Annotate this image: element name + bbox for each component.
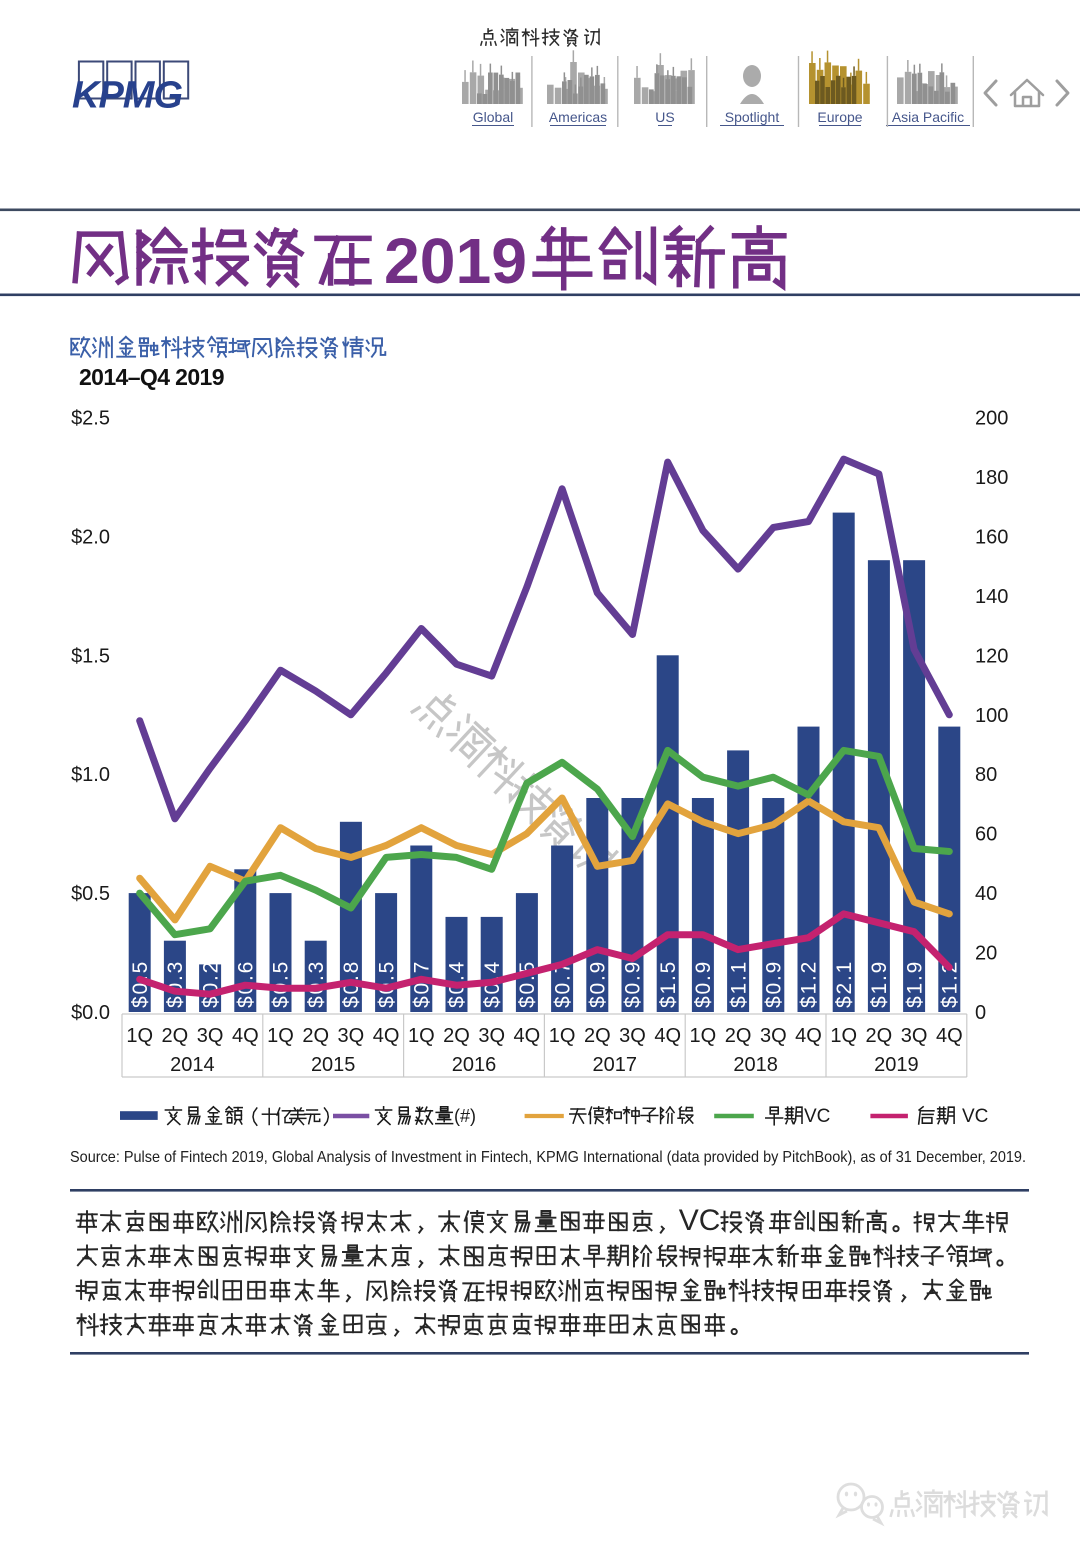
svg-text:4Q: 4Q [373, 1025, 400, 1047]
svg-text:40: 40 [975, 883, 997, 905]
svg-text:60: 60 [975, 824, 997, 846]
svg-text:2018: 2018 [733, 1054, 778, 1076]
svg-text:$2.5: $2.5 [71, 408, 110, 430]
svg-text:VC: VC [679, 1204, 721, 1237]
svg-text:4Q: 4Q [654, 1025, 681, 1047]
svg-text:3Q: 3Q [760, 1025, 787, 1047]
svg-text:$0.5: $0.5 [129, 960, 152, 1008]
svg-text:1Q: 1Q [549, 1025, 576, 1047]
svg-text:$0.9: $0.9 [622, 960, 645, 1008]
svg-text:140: 140 [975, 586, 1008, 608]
svg-text:KPMG: KPMG [72, 75, 183, 117]
svg-text:$0.5: $0.5 [71, 883, 110, 905]
svg-text:$0.2: $0.2 [199, 960, 222, 1008]
svg-text:3Q: 3Q [901, 1025, 928, 1047]
svg-text:1Q: 1Q [830, 1025, 857, 1047]
svg-text:$0.5: $0.5 [516, 960, 539, 1008]
svg-text:$2.1: $2.1 [833, 960, 856, 1008]
svg-text:200: 200 [975, 408, 1008, 430]
svg-text:2017: 2017 [593, 1054, 638, 1076]
svg-text:1Q: 1Q [267, 1025, 294, 1047]
svg-text:$1.2: $1.2 [798, 960, 821, 1008]
svg-text:2Q: 2Q [725, 1025, 752, 1047]
svg-text:Europe: Europe [817, 109, 862, 125]
svg-text:180: 180 [975, 467, 1008, 489]
svg-text:160: 160 [975, 526, 1008, 548]
svg-text:$2.0: $2.0 [71, 526, 110, 548]
svg-text:$0.3: $0.3 [305, 960, 328, 1008]
svg-text:2015: 2015 [311, 1054, 356, 1076]
svg-text:$0.9: $0.9 [587, 960, 610, 1008]
svg-text:$1.0: $1.0 [71, 764, 110, 786]
svg-text:3Q: 3Q [338, 1025, 365, 1047]
svg-text:1Q: 1Q [126, 1025, 153, 1047]
svg-text:2Q: 2Q [302, 1025, 329, 1047]
svg-text:2Q: 2Q [866, 1025, 893, 1047]
svg-text:2014–Q4 2019: 2014–Q4 2019 [79, 364, 225, 390]
svg-text:VC: VC [804, 1106, 830, 1127]
svg-text:20: 20 [975, 943, 997, 965]
svg-text:80: 80 [975, 764, 997, 786]
svg-text:$0.9: $0.9 [692, 960, 715, 1008]
svg-text:Source: Pulse of Fintech 2019,: Source: Pulse of Fintech 2019, Global An… [70, 1149, 1026, 1166]
svg-text:4Q: 4Q [936, 1025, 963, 1047]
svg-text:$0.5: $0.5 [375, 960, 398, 1008]
svg-text:2019: 2019 [874, 1054, 919, 1076]
svg-text:VC: VC [962, 1106, 988, 1127]
svg-text:2Q: 2Q [443, 1025, 470, 1047]
svg-text:4Q: 4Q [514, 1025, 541, 1047]
svg-text:$1.5: $1.5 [657, 960, 680, 1008]
svg-text:Asia Pacific: Asia Pacific [892, 109, 964, 125]
svg-text:$1.9: $1.9 [903, 960, 926, 1008]
svg-text:(#): (#) [454, 1106, 476, 1126]
svg-text:$1.1: $1.1 [727, 960, 750, 1008]
svg-text:2Q: 2Q [162, 1025, 189, 1047]
svg-text:$0.7: $0.7 [551, 960, 574, 1008]
svg-text:3Q: 3Q [197, 1025, 224, 1047]
svg-text:Americas: Americas [549, 109, 607, 125]
svg-text:1Q: 1Q [690, 1025, 717, 1047]
svg-text:100: 100 [975, 705, 1008, 727]
svg-text:$0.7: $0.7 [411, 960, 434, 1008]
svg-text:4Q: 4Q [232, 1025, 259, 1047]
svg-text:$0.5: $0.5 [270, 960, 293, 1008]
svg-text:3Q: 3Q [478, 1025, 505, 1047]
svg-text:2019: 2019 [384, 225, 527, 297]
svg-text:$1.9: $1.9 [868, 960, 891, 1008]
svg-text:US: US [655, 109, 674, 125]
svg-text:2016: 2016 [452, 1054, 497, 1076]
svg-text:$0.3: $0.3 [164, 960, 187, 1008]
svg-text:4Q: 4Q [795, 1025, 822, 1047]
svg-text:1Q: 1Q [408, 1025, 435, 1047]
svg-text:Global: Global [473, 109, 513, 125]
svg-text:$0.0: $0.0 [71, 1002, 110, 1024]
svg-text:2014: 2014 [170, 1054, 215, 1076]
svg-text:$1.2: $1.2 [939, 960, 962, 1008]
svg-text:2Q: 2Q [584, 1025, 611, 1047]
svg-text:120: 120 [975, 645, 1008, 667]
svg-text:$0.9: $0.9 [763, 960, 786, 1008]
svg-text:Spotlight: Spotlight [725, 109, 780, 125]
svg-text:$1.5: $1.5 [71, 645, 110, 667]
svg-text:0: 0 [975, 1002, 986, 1024]
svg-text:3Q: 3Q [619, 1025, 646, 1047]
